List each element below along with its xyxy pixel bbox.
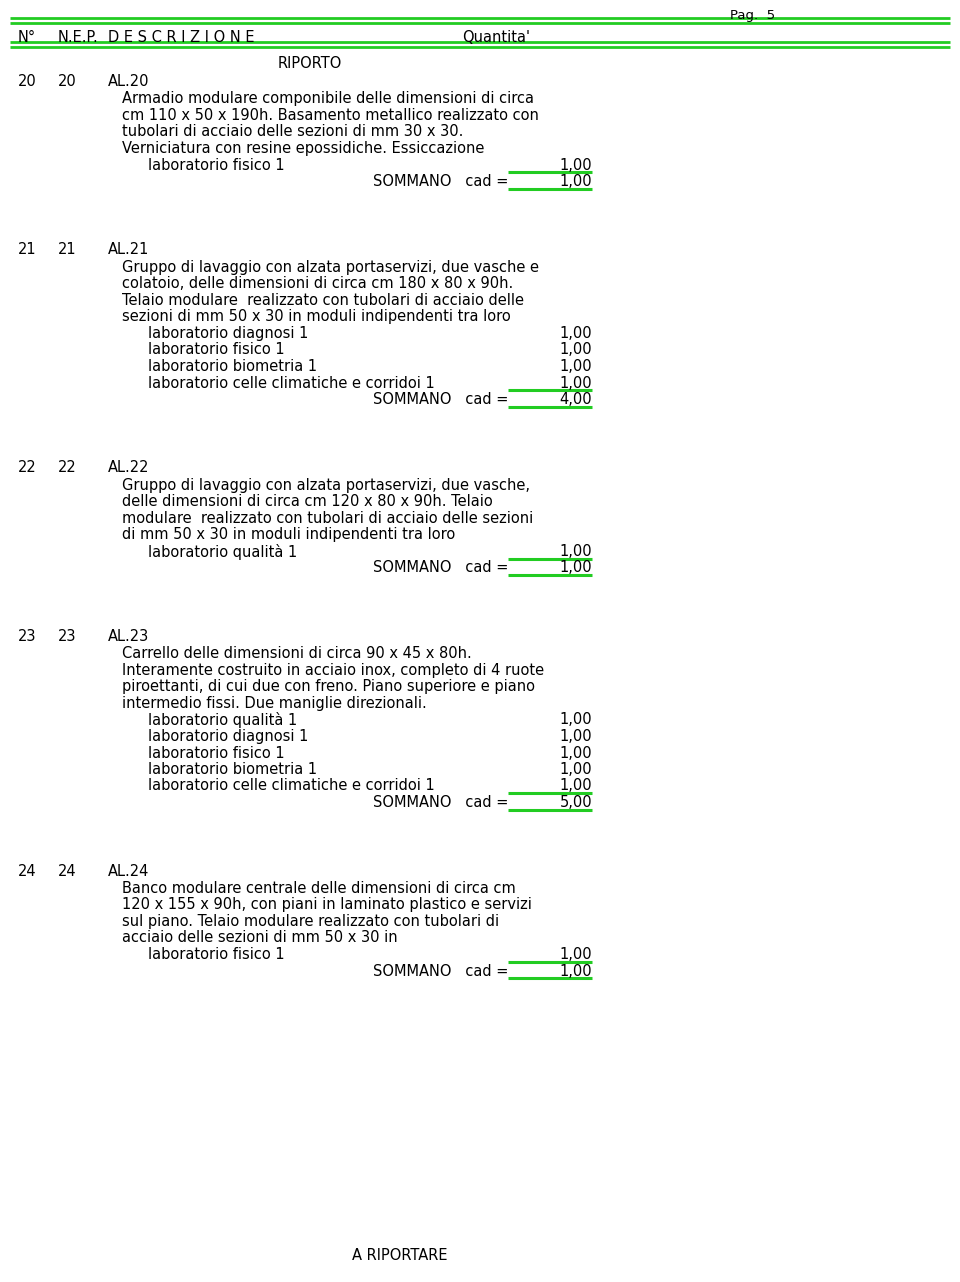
Text: sul piano. Telaio modulare realizzato con tubolari di: sul piano. Telaio modulare realizzato co… bbox=[122, 914, 499, 929]
Text: 1,00: 1,00 bbox=[560, 376, 592, 391]
Text: Telaio modulare  realizzato con tubolari di acciaio delle: Telaio modulare realizzato con tubolari … bbox=[122, 294, 524, 308]
Text: SOMMANO   cad =: SOMMANO cad = bbox=[372, 174, 508, 188]
Text: cm 110 x 50 x 190h. Basamento metallico realizzato con: cm 110 x 50 x 190h. Basamento metallico … bbox=[122, 108, 539, 123]
Text: tubolari di acciaio delle sezioni di mm 30 x 30.: tubolari di acciaio delle sezioni di mm … bbox=[122, 124, 464, 140]
Text: RIPORTO: RIPORTO bbox=[277, 56, 342, 71]
Text: 20: 20 bbox=[58, 74, 77, 88]
Text: N°: N° bbox=[18, 29, 36, 45]
Text: 21: 21 bbox=[18, 242, 36, 258]
Text: Interamente costruito in acciaio inox, completo di 4 ruote: Interamente costruito in acciaio inox, c… bbox=[122, 663, 544, 678]
Text: Quantita': Quantita' bbox=[462, 29, 530, 45]
Text: 1,00: 1,00 bbox=[560, 778, 592, 794]
Text: 1,00: 1,00 bbox=[560, 729, 592, 744]
Text: 1,00: 1,00 bbox=[560, 762, 592, 777]
Text: 1,00: 1,00 bbox=[560, 560, 592, 576]
Text: 20: 20 bbox=[18, 74, 36, 88]
Text: 23: 23 bbox=[18, 629, 36, 644]
Text: 1,00: 1,00 bbox=[560, 947, 592, 962]
Text: Banco modulare centrale delle dimensioni di circa cm: Banco modulare centrale delle dimensioni… bbox=[122, 881, 516, 896]
Text: 1,00: 1,00 bbox=[560, 174, 592, 188]
Text: AL.21: AL.21 bbox=[108, 242, 150, 258]
Text: 24: 24 bbox=[18, 864, 36, 878]
Text: 1,00: 1,00 bbox=[560, 359, 592, 374]
Text: laboratorio qualità 1: laboratorio qualità 1 bbox=[148, 544, 298, 560]
Text: 1,00: 1,00 bbox=[560, 964, 592, 978]
Text: 4,00: 4,00 bbox=[560, 392, 592, 406]
Text: SOMMANO   cad =: SOMMANO cad = bbox=[372, 392, 508, 406]
Text: 1,00: 1,00 bbox=[560, 158, 592, 173]
Text: laboratorio celle climatiche e corridoi 1: laboratorio celle climatiche e corridoi … bbox=[148, 376, 435, 391]
Text: delle dimensioni di circa cm 120 x 80 x 90h. Telaio: delle dimensioni di circa cm 120 x 80 x … bbox=[122, 495, 492, 509]
Text: 5,00: 5,00 bbox=[560, 795, 592, 810]
Text: Carrello delle dimensioni di circa 90 x 45 x 80h.: Carrello delle dimensioni di circa 90 x … bbox=[122, 646, 471, 662]
Text: di mm 50 x 30 in moduli indipendenti tra loro: di mm 50 x 30 in moduli indipendenti tra… bbox=[122, 527, 455, 542]
Text: SOMMANO   cad =: SOMMANO cad = bbox=[372, 964, 508, 978]
Text: laboratorio fisico 1: laboratorio fisico 1 bbox=[148, 947, 284, 962]
Text: AL.23: AL.23 bbox=[108, 629, 149, 644]
Text: Gruppo di lavaggio con alzata portaservizi, due vasche e: Gruppo di lavaggio con alzata portaservi… bbox=[122, 260, 539, 276]
Text: D E S C R I Z I O N E: D E S C R I Z I O N E bbox=[108, 29, 254, 45]
Text: Verniciatura con resine epossidiche. Essiccazione: Verniciatura con resine epossidiche. Ess… bbox=[122, 141, 485, 156]
Text: 22: 22 bbox=[58, 460, 77, 476]
Text: 22: 22 bbox=[18, 460, 36, 476]
Text: 120 x 155 x 90h, con piani in laminato plastico e servizi: 120 x 155 x 90h, con piani in laminato p… bbox=[122, 897, 532, 913]
Text: N.E.P.: N.E.P. bbox=[58, 29, 99, 45]
Text: 1,00: 1,00 bbox=[560, 746, 592, 760]
Text: laboratorio diagnosi 1: laboratorio diagnosi 1 bbox=[148, 326, 308, 341]
Text: 1,00: 1,00 bbox=[560, 544, 592, 559]
Text: Pag.  5: Pag. 5 bbox=[730, 9, 775, 22]
Text: laboratorio fisico 1: laboratorio fisico 1 bbox=[148, 342, 284, 358]
Text: laboratorio qualità 1: laboratorio qualità 1 bbox=[148, 713, 298, 728]
Text: 1,00: 1,00 bbox=[560, 713, 592, 727]
Text: laboratorio fisico 1: laboratorio fisico 1 bbox=[148, 746, 284, 760]
Text: laboratorio biometria 1: laboratorio biometria 1 bbox=[148, 359, 317, 374]
Text: laboratorio celle climatiche e corridoi 1: laboratorio celle climatiche e corridoi … bbox=[148, 778, 435, 794]
Text: laboratorio fisico 1: laboratorio fisico 1 bbox=[148, 158, 284, 173]
Text: 21: 21 bbox=[58, 242, 77, 258]
Text: AL.24: AL.24 bbox=[108, 864, 150, 878]
Text: modulare  realizzato con tubolari di acciaio delle sezioni: modulare realizzato con tubolari di acci… bbox=[122, 512, 533, 526]
Text: 23: 23 bbox=[58, 629, 77, 644]
Text: 24: 24 bbox=[58, 864, 77, 878]
Text: laboratorio biometria 1: laboratorio biometria 1 bbox=[148, 762, 317, 777]
Text: Armadio modulare componibile delle dimensioni di circa: Armadio modulare componibile delle dimen… bbox=[122, 91, 534, 106]
Text: colatoio, delle dimensioni di circa cm 180 x 80 x 90h.: colatoio, delle dimensioni di circa cm 1… bbox=[122, 277, 514, 291]
Text: intermedio fissi. Due maniglie direzionali.: intermedio fissi. Due maniglie direziona… bbox=[122, 696, 427, 712]
Text: 1,00: 1,00 bbox=[560, 342, 592, 358]
Text: sezioni di mm 50 x 30 in moduli indipendenti tra loro: sezioni di mm 50 x 30 in moduli indipend… bbox=[122, 309, 511, 324]
Text: 1,00: 1,00 bbox=[560, 326, 592, 341]
Text: piroettanti, di cui due con freno. Piano superiore e piano: piroettanti, di cui due con freno. Piano… bbox=[122, 679, 535, 695]
Text: laboratorio diagnosi 1: laboratorio diagnosi 1 bbox=[148, 729, 308, 744]
Text: acciaio delle sezioni di mm 50 x 30 in: acciaio delle sezioni di mm 50 x 30 in bbox=[122, 931, 397, 946]
Text: AL.22: AL.22 bbox=[108, 460, 150, 476]
Text: Gruppo di lavaggio con alzata portaservizi, due vasche,: Gruppo di lavaggio con alzata portaservi… bbox=[122, 478, 530, 494]
Text: A RIPORTARE: A RIPORTARE bbox=[352, 1247, 447, 1263]
Text: SOMMANO   cad =: SOMMANO cad = bbox=[372, 795, 508, 810]
Text: SOMMANO   cad =: SOMMANO cad = bbox=[372, 560, 508, 576]
Text: AL.20: AL.20 bbox=[108, 74, 150, 88]
